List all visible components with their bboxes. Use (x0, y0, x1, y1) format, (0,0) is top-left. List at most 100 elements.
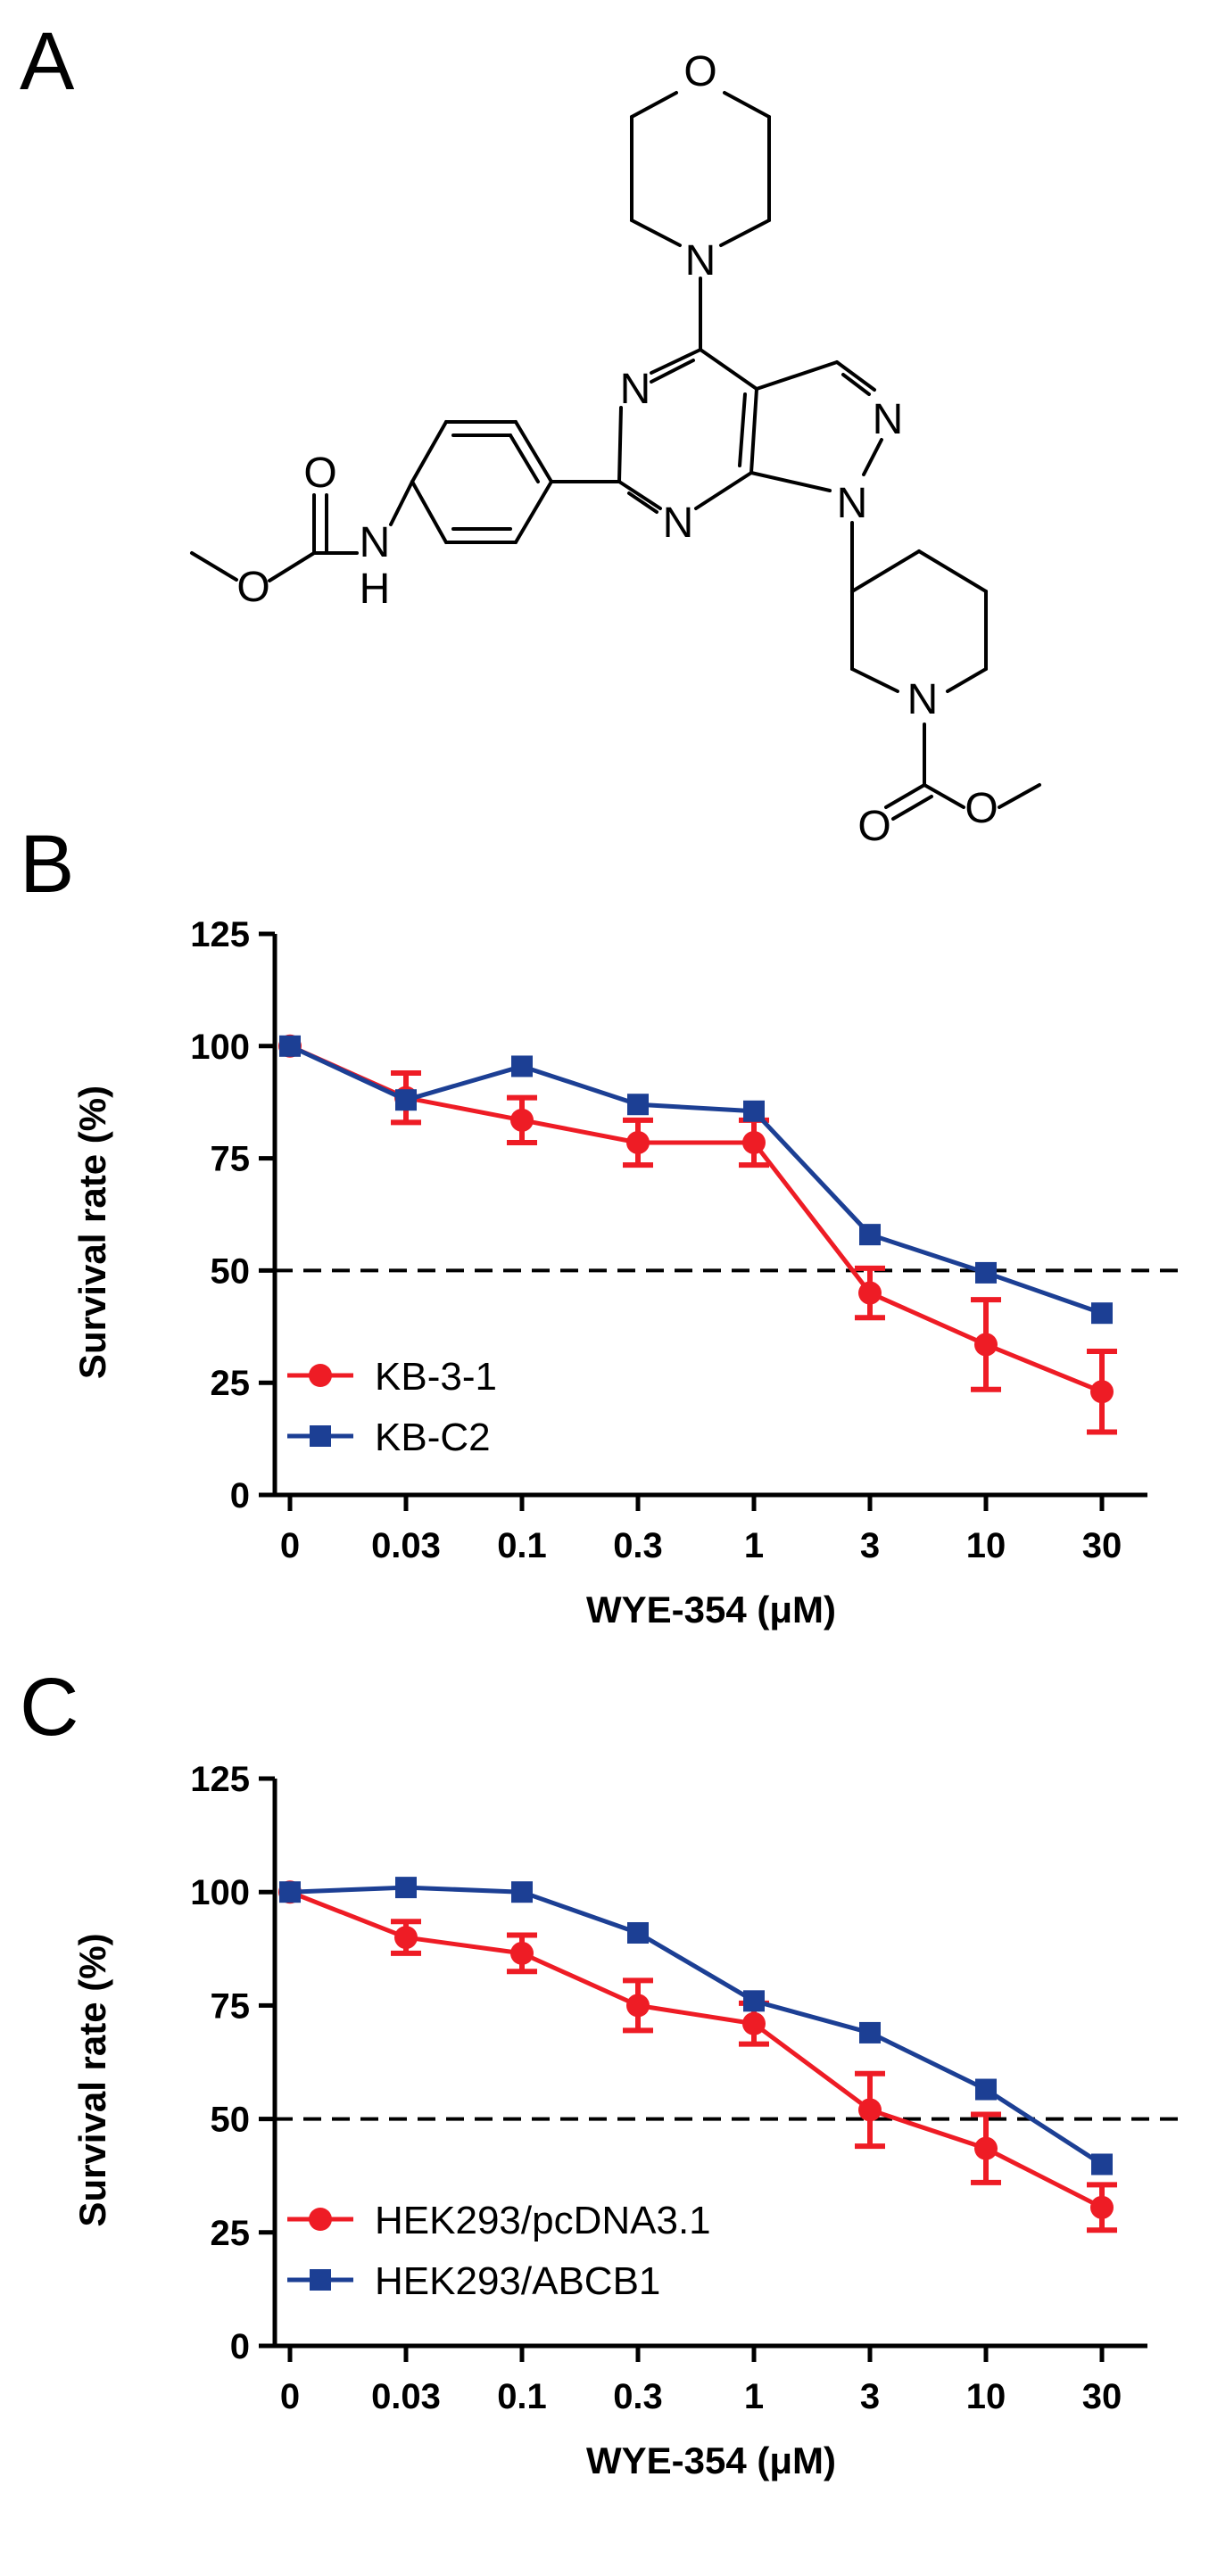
x-tick-label: 10 (966, 2377, 1006, 2416)
y-tick-label: 0 (230, 1476, 250, 1515)
bond (850, 549, 921, 593)
panel-label-c: C (20, 1662, 79, 1753)
atom-label: N (837, 480, 868, 527)
panel-label-a: A (20, 16, 75, 107)
data-point (627, 1921, 649, 1944)
data-point (511, 1881, 533, 1903)
bond (862, 438, 883, 476)
data-point (510, 1108, 534, 1132)
data-point (743, 1990, 765, 2012)
x-tick-label: 3 (860, 1526, 880, 1565)
bond (389, 480, 414, 526)
data-point (743, 1100, 765, 1122)
data-point (395, 1089, 417, 1111)
data-point (742, 1130, 766, 1154)
bond (514, 480, 553, 544)
data-point (626, 1130, 650, 1154)
x-axis-title: WYE-354 (μM) (586, 2440, 836, 2481)
bond (268, 551, 316, 582)
atom-label: O (236, 564, 269, 611)
series-line (288, 1044, 1103, 1316)
legend-label: HEK293/ABCB1 (375, 2259, 660, 2303)
x-tick-label: 0.3 (613, 2377, 663, 2416)
bond (410, 480, 448, 544)
bond (627, 491, 658, 514)
data-point (1091, 2153, 1113, 2176)
bond (749, 471, 832, 492)
y-axis-title: Survival rate (%) (71, 1933, 113, 2226)
atom-label: N (907, 676, 939, 723)
series-kb-c2 (279, 1035, 1113, 1325)
bond (738, 392, 747, 467)
bond (835, 360, 876, 392)
x-tick-label: 3 (860, 2377, 880, 2416)
bond (841, 373, 871, 396)
chemical-structure (190, 91, 1041, 821)
data-point (510, 1941, 534, 1965)
panel-label-b: B (20, 819, 74, 910)
bond (723, 91, 771, 119)
bond (410, 420, 448, 483)
data-point (974, 1333, 998, 1357)
bond (850, 667, 899, 693)
atom-label: N (685, 237, 716, 285)
series-hek293-pcdna3-1 (278, 1880, 1117, 2233)
bond (884, 783, 926, 809)
x-tick-label: 1 (744, 2377, 764, 2416)
data-point (279, 1035, 301, 1057)
x-tick-label: 30 (1082, 1526, 1122, 1565)
atom-label: N (663, 500, 694, 547)
legend-marker (309, 1364, 332, 1387)
x-tick-label: 0.03 (371, 2377, 441, 2416)
atom-label: N (873, 396, 904, 443)
y-tick-label: 50 (211, 1251, 251, 1291)
y-tick-label: 100 (190, 1028, 250, 1067)
data-point (1091, 1302, 1113, 1325)
data-point (627, 1094, 649, 1116)
bond (514, 420, 553, 483)
bond (630, 219, 682, 247)
legend-marker (309, 2208, 332, 2231)
atom-label: N (360, 519, 391, 566)
chart-b: 0 25 50 75 100 125 0 0.03 0.1 0.3 1 3 10 30 WYE-354 (μ… (71, 915, 1187, 1631)
data-point (279, 1881, 301, 1903)
y-tick-label: 0 (230, 2327, 250, 2366)
series-line (289, 1889, 1104, 2210)
data-point (858, 2098, 882, 2122)
bond (694, 471, 753, 510)
bond (891, 795, 933, 821)
x-tick-label: 1 (744, 1526, 764, 1565)
data-point (742, 2011, 766, 2035)
bond (617, 406, 623, 483)
bond (509, 433, 540, 483)
legend-label: KB-C2 (375, 1416, 491, 1459)
atom-label: O (683, 48, 716, 95)
bond (917, 549, 988, 593)
y-tick-label: 25 (211, 1364, 251, 1403)
atom-label: N (620, 366, 651, 413)
x-tick-label: 0.1 (497, 2377, 547, 2416)
bond (998, 783, 1041, 809)
atom-label: O (965, 785, 998, 832)
y-axis-title: Survival rate (%) (71, 1086, 113, 1379)
series-line (288, 1044, 1103, 1394)
y-tick-label: 25 (211, 2214, 251, 2253)
y-tick-label: 125 (190, 1760, 250, 1799)
atom-label: O (303, 450, 336, 497)
bond (749, 387, 758, 475)
data-point (1090, 2195, 1114, 2219)
x-tick-label: 0 (280, 2377, 300, 2416)
data-point (626, 1994, 650, 2018)
atom-labels: O N N N N N O O N H N O O (236, 48, 998, 850)
y-tick-label: 75 (211, 1986, 251, 2026)
bond (923, 783, 965, 809)
data-point (975, 2078, 997, 2101)
y-tick-label: 50 (211, 2101, 251, 2140)
bond (699, 348, 758, 391)
bond (630, 91, 678, 119)
y-tick-label: 125 (190, 915, 250, 954)
series-hek293-abcb1 (279, 1877, 1113, 2176)
data-point (859, 2021, 881, 2043)
x-tick-label: 30 (1082, 2377, 1122, 2416)
